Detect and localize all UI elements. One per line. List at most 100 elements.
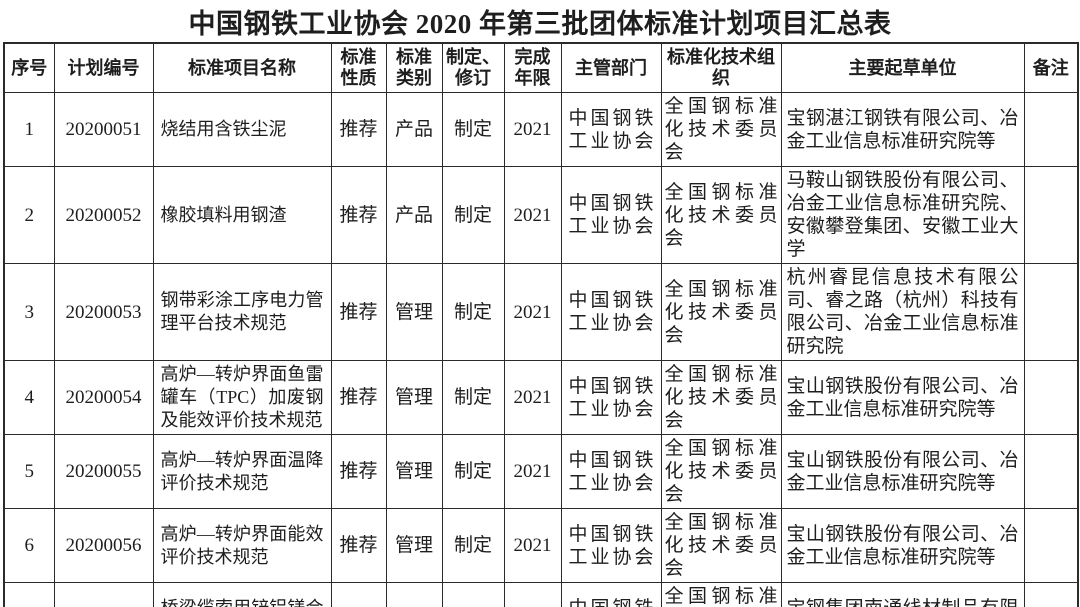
cell-competent-department: 中国钢铁工业协会 [560,166,662,264]
cell-project-name: 橡胶填料用钢渣 [152,166,332,264]
cell-competent-department: 中国钢铁工业协会 [560,508,662,583]
cell-drafting-units: 宝钢湛江钢铁有限公司、冶金工业信息标准研究院等 [780,92,1025,167]
header-row: 序号 计划编号 标准项目名称 标准性质 标准类别 制定、修订 完成年限 主管部门… [3,42,1079,93]
cell-competent-department: 中国钢铁工业协会 [560,360,662,435]
cell-standards-org: 全国钢标准化技术委员会 [660,434,782,509]
cell-standard-nature: 推荐 [330,508,387,583]
cell-standard-nature: 推荐 [330,582,387,607]
cell-drafting-units: 宝山钢铁股份有限公司、冶金工业信息标准研究院等 [780,434,1025,509]
cell-serial-number: 7 [3,582,55,607]
header-project-name: 标准项目名称 [152,42,332,93]
cell-completion-year: 2021 [503,434,562,509]
cell-formulate-revise: 制定 [441,360,505,435]
cell-standard-category: 管理 [385,263,443,361]
cell-remark [1023,92,1079,167]
cell-completion-year: 2021 [503,508,562,583]
cell-standard-nature: 推荐 [330,263,387,361]
table-body: 1 20200051 烧结用含铁尘泥 推荐 产品 制定 2021 中国钢铁工业协… [3,92,1079,607]
cell-standards-org: 全国钢标准化技术委员会 [660,360,782,435]
cell-project-name: 桥梁缆索用锌铝镁合金镀层钢丝 [152,582,332,607]
cell-remark [1023,582,1079,607]
cell-remark [1023,166,1079,264]
cell-standard-nature: 推荐 [330,166,387,264]
cell-standards-org: 全国钢标准化技术委员会 [660,166,782,264]
cell-standard-nature: 推荐 [330,434,387,509]
cell-serial-number: 3 [3,263,55,361]
cell-standards-org: 全国钢标准化技术委员会 [660,582,782,607]
cell-completion-year: 2021 [503,166,562,264]
cell-formulate-revise: 制定 [441,166,505,264]
cell-remark [1023,360,1079,435]
cell-serial-number: 4 [3,360,55,435]
header-plan-number: 计划编号 [53,42,154,93]
table-row: 7 20200057 桥梁缆索用锌铝镁合金镀层钢丝 推荐 产品 制定 2021 … [3,582,1079,607]
cell-standards-org: 全国钢标准化技术委员会 [660,92,782,167]
cell-standards-org: 全国钢标准化技术委员会 [660,508,782,583]
cell-plan-number: 20200055 [53,434,154,509]
cell-drafting-units: 杭州睿昆信息技术有限公司、睿之路（杭州）科技有限公司、冶金工业信息标准研究院 [780,263,1025,361]
cell-remark [1023,263,1079,361]
cell-competent-department: 中国钢铁工业协会 [560,92,662,167]
header-competent-department: 主管部门 [560,42,662,93]
header-serial-number: 序号 [3,42,55,93]
table-row: 1 20200051 烧结用含铁尘泥 推荐 产品 制定 2021 中国钢铁工业协… [3,92,1079,167]
cell-drafting-units: 宝山钢铁股份有限公司、冶金工业信息标准研究院等 [780,360,1025,435]
cell-standard-category: 产品 [385,582,443,607]
cell-competent-department: 中国钢铁工业协会 [560,434,662,509]
cell-serial-number: 5 [3,434,55,509]
cell-competent-department: 中国钢铁工业协会 [560,582,662,607]
table-row: 6 20200056 高炉—转炉界面能效评价技术规范 推荐 管理 制定 2021… [3,508,1079,583]
cell-completion-year: 2021 [503,92,562,167]
cell-plan-number: 20200051 [53,92,154,167]
cell-standards-org: 全国钢标准化技术委员会 [660,263,782,361]
cell-remark [1023,508,1079,583]
cell-completion-year: 2021 [503,360,562,435]
document-sheet: 中国钢铁工业协会 2020 年第三批团体标准计划项目汇总表 序号 计划编号 标准… [3,0,1079,607]
standards-plan-table: 序号 计划编号 标准项目名称 标准性质 标准类别 制定、修订 完成年限 主管部门… [3,42,1079,607]
cell-standard-nature: 推荐 [330,92,387,167]
cell-serial-number: 2 [3,166,55,264]
cell-drafting-units: 宝钢集团南通线材制品有限公司 [780,582,1025,607]
header-formulate-revise: 制定、修订 [441,42,505,93]
cell-plan-number: 20200052 [53,166,154,264]
cell-plan-number: 20200057 [53,582,154,607]
cell-project-name: 高炉—转炉界面能效评价技术规范 [152,508,332,583]
cell-completion-year: 2021 [503,582,562,607]
cell-drafting-units: 马鞍山钢铁股份有限公司、冶金工业信息标准研究院、安徽攀登集团、安徽工业大学 [780,166,1025,264]
cell-project-name: 钢带彩涂工序电力管理平台技术规范 [152,263,332,361]
table-row: 5 20200055 高炉—转炉界面温降评价技术规范 推荐 管理 制定 2021… [3,434,1079,509]
cell-formulate-revise: 制定 [441,508,505,583]
cell-remark [1023,434,1079,509]
cell-serial-number: 6 [3,508,55,583]
cell-project-name: 高炉—转炉界面温降评价技术规范 [152,434,332,509]
cell-drafting-units: 宝山钢铁股份有限公司、冶金工业信息标准研究院等 [780,508,1025,583]
cell-plan-number: 20200056 [53,508,154,583]
table-row: 3 20200053 钢带彩涂工序电力管理平台技术规范 推荐 管理 制定 202… [3,263,1079,361]
cell-formulate-revise: 制定 [441,263,505,361]
header-drafting-units: 主要起草单位 [780,42,1025,93]
cell-serial-number: 1 [3,92,55,167]
cell-formulate-revise: 制定 [441,92,505,167]
header-standard-category: 标准类别 [385,42,443,93]
header-completion-year: 完成年限 [503,42,562,93]
table-row: 2 20200052 橡胶填料用钢渣 推荐 产品 制定 2021 中国钢铁工业协… [3,166,1079,264]
cell-formulate-revise: 制定 [441,582,505,607]
cell-project-name: 烧结用含铁尘泥 [152,92,332,167]
header-remark: 备注 [1023,42,1079,93]
cell-standard-category: 管理 [385,434,443,509]
cell-standard-category: 管理 [385,508,443,583]
cell-standard-category: 产品 [385,166,443,264]
table-row: 4 20200054 高炉—转炉界面鱼雷罐车（TPC）加废钢及能效评价技术规范 … [3,360,1079,435]
cell-project-name: 高炉—转炉界面鱼雷罐车（TPC）加废钢及能效评价技术规范 [152,360,332,435]
table-header: 序号 计划编号 标准项目名称 标准性质 标准类别 制定、修订 完成年限 主管部门… [3,42,1079,93]
cell-standard-category: 管理 [385,360,443,435]
cell-plan-number: 20200054 [53,360,154,435]
cell-standard-nature: 推荐 [330,360,387,435]
cell-formulate-revise: 制定 [441,434,505,509]
cell-competent-department: 中国钢铁工业协会 [560,263,662,361]
cell-plan-number: 20200053 [53,263,154,361]
cell-standard-category: 产品 [385,92,443,167]
cell-completion-year: 2021 [503,263,562,361]
header-standards-org: 标准化技术组织 [660,42,782,93]
header-standard-nature: 标准性质 [330,42,387,93]
